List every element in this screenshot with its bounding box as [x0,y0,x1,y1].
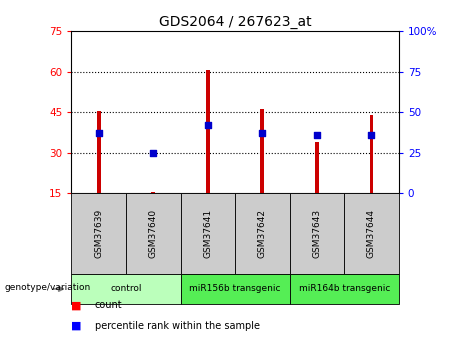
Point [204,122,212,128]
Text: percentile rank within the sample: percentile rank within the sample [95,321,260,331]
Text: GSM37644: GSM37644 [367,209,376,258]
Point [149,150,157,155]
Point [368,132,375,138]
Text: GSM37641: GSM37641 [203,209,213,258]
Text: control: control [110,284,142,294]
Bar [370,115,373,193]
Text: GSM37643: GSM37643 [313,209,321,258]
Bar [260,109,264,193]
Text: ■: ■ [71,321,82,331]
Title: GDS2064 / 267623_at: GDS2064 / 267623_at [159,14,312,29]
Bar [151,192,155,193]
Bar [206,70,210,193]
Text: GSM37642: GSM37642 [258,209,267,258]
Text: count: count [95,300,122,310]
Text: GSM37639: GSM37639 [94,209,103,258]
Point [313,132,321,138]
Point [95,130,102,136]
Point [259,130,266,136]
Text: miR164b transgenic: miR164b transgenic [299,284,390,294]
Bar [97,111,100,193]
Text: GSM37640: GSM37640 [149,209,158,258]
Bar [315,142,319,193]
Text: miR156b transgenic: miR156b transgenic [189,284,281,294]
Text: genotype/variation: genotype/variation [5,283,91,292]
Text: ■: ■ [71,300,82,310]
